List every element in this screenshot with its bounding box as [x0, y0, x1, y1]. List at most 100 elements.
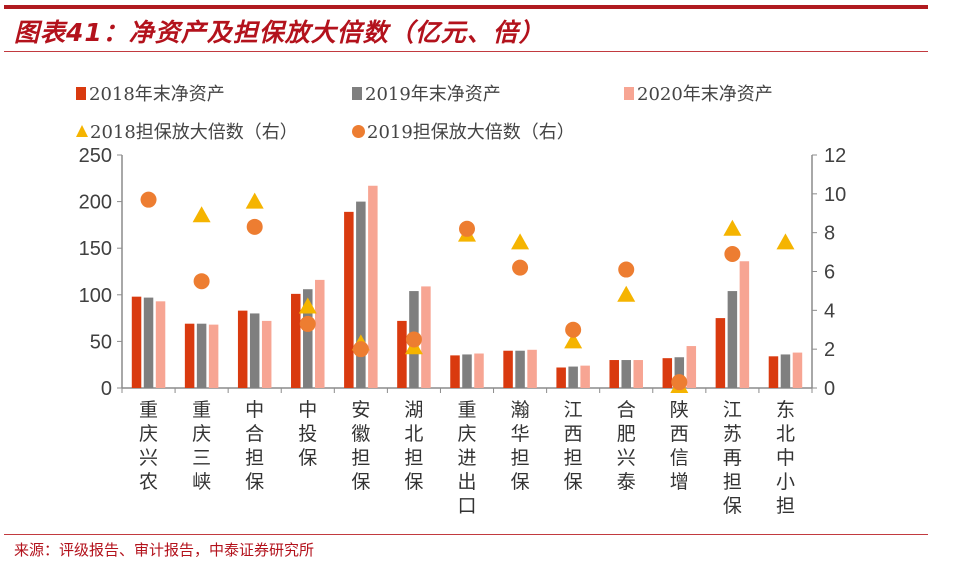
category-label-char: 口: [457, 495, 476, 517]
category-label-char: 安: [351, 399, 370, 421]
legend-2020-net-assets: 2020年末净资产: [624, 80, 773, 106]
bar-2020年末净资产: [527, 349, 537, 388]
bar-2020年末净资产: [474, 353, 484, 388]
category-label-char: 增: [670, 471, 689, 493]
circle-point: [299, 315, 316, 332]
bar-2018年末净资产: [609, 360, 619, 388]
bar-2018年末净资产: [344, 211, 354, 388]
bar-2020年末净资产: [421, 286, 431, 388]
category-label-char: 庆: [139, 423, 158, 445]
bar-2019年末净资产: [515, 350, 525, 388]
legend-label: 2018担保放大倍数（右）: [90, 122, 298, 143]
source-note: 来源：评级报告、审计报告，中泰证券研究所: [14, 541, 315, 559]
bar-2019年末净资产: [249, 313, 260, 388]
legend-label: 2019年末净资产: [365, 84, 501, 105]
bar-2019年末净资产: [780, 354, 791, 388]
category-label-char: 苏: [723, 423, 742, 445]
bar-2019年末净资产: [303, 289, 313, 388]
bar-2020年末净资产: [792, 352, 803, 388]
category-label-char: 保: [404, 471, 423, 493]
bar-2019年末净资产: [356, 201, 366, 388]
triangle-point: [298, 297, 317, 314]
legend-2018-leverage: 2018担保放大倍数（右）: [76, 118, 298, 144]
category-label-char: 三: [192, 447, 211, 469]
category-label-char: 泰: [617, 471, 636, 493]
bar-2018年末净资产: [237, 310, 248, 388]
circle-marker-icon: [352, 124, 365, 138]
bar-2020年末净资产: [686, 346, 697, 388]
category-label-char: 重: [139, 399, 158, 421]
bar-2020年末净资产: [315, 279, 325, 388]
left-tick-label: 200: [79, 192, 112, 214]
category-label-char: 北: [776, 423, 795, 445]
category-label-char: 保: [298, 447, 317, 469]
right-tick-label: 10: [824, 184, 846, 206]
bar-2020年末净资产: [208, 324, 219, 388]
right-tick-label: 2: [824, 339, 835, 361]
category-label-char: 担: [776, 495, 795, 517]
bar-2018年末净资产: [768, 356, 779, 388]
bar-2019年末净资产: [621, 360, 631, 388]
bar-2020年末净资产: [580, 365, 590, 388]
circle-point: [565, 321, 582, 338]
circle-point: [140, 191, 157, 208]
bar-2018年末净资产: [503, 350, 513, 388]
triangle-point: [511, 233, 530, 250]
left-tick-label: 150: [79, 238, 112, 260]
category-label-char: 陕: [670, 399, 689, 421]
legend-label: 2020年末净资产: [637, 84, 773, 105]
circle-point: [246, 218, 263, 235]
category-label-char: 中: [298, 399, 317, 421]
category-label-char: 农: [139, 471, 158, 493]
bar-2018年末净资产: [397, 320, 407, 388]
category-label-char: 担: [351, 447, 370, 469]
category-label-char: 担: [564, 447, 583, 469]
category-label-char: 重: [457, 399, 476, 421]
category-label-char: 西: [670, 423, 689, 445]
category-label-char: 投: [298, 423, 317, 445]
bar-2019年末净资产: [462, 354, 472, 388]
bar-2019年末净资产: [727, 291, 738, 388]
circle-point: [459, 220, 475, 237]
category-label-char: 保: [351, 471, 370, 493]
category-label-char: 进: [457, 447, 476, 469]
legend-2018-net-assets: 2018年末净资产: [76, 80, 225, 106]
category-label-char: 徽: [351, 423, 370, 445]
bar-2018年末净资产: [556, 367, 566, 388]
category-label-char: 庆: [192, 423, 211, 445]
category-label-char: 担: [723, 471, 742, 493]
right-tick-label: 8: [824, 223, 835, 245]
source-rule: [4, 534, 928, 535]
circle-point: [405, 331, 422, 348]
category-label-char: 保: [564, 471, 583, 493]
left-tick-label: 250: [79, 145, 112, 167]
right-tick-label: 0: [824, 378, 835, 400]
legend-2019-leverage: 2019担保放大倍数（右）: [352, 118, 575, 144]
left-tick-label: 50: [90, 331, 112, 353]
triangle-point: [245, 192, 264, 209]
category-label-char: 北: [404, 423, 423, 445]
category-label-char: 担: [511, 447, 530, 469]
circle-point: [724, 246, 741, 263]
category-label-char: 保: [723, 495, 742, 517]
title-rule: [4, 51, 928, 52]
circle-point: [512, 259, 529, 276]
right-tick-label: 6: [824, 262, 835, 284]
category-label-char: 湖: [404, 399, 423, 421]
circle-point: [352, 341, 369, 358]
right-tick-label: 4: [824, 300, 835, 322]
category-label-char: 保: [245, 471, 264, 493]
category-label-char: 中: [245, 399, 264, 421]
category-label-char: 合: [617, 399, 636, 421]
triangle-point: [192, 206, 211, 223]
category-label-char: 江: [564, 399, 583, 421]
legend-swatch: [352, 86, 362, 100]
category-label-char: 重: [192, 399, 211, 421]
left-tick-label: 0: [101, 378, 112, 400]
bar-2020年末净资产: [155, 301, 166, 388]
category-label-char: 小: [776, 471, 795, 493]
category-label-char: 再: [723, 447, 742, 469]
legend-swatch: [76, 86, 86, 100]
